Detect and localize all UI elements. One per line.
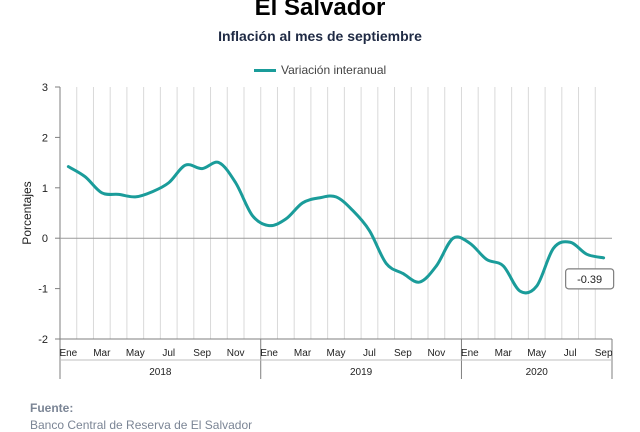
x-tick-label: Mar xyxy=(93,348,111,359)
line-chart: 3 2 1 0 -1 -2 Porcentajes Ene Mar May Jul Sep Nov Ene… xyxy=(20,82,615,379)
y-tick-label: 1 xyxy=(42,183,48,195)
chart-title: El Salvador xyxy=(254,0,386,21)
source-title: Fuente: xyxy=(30,401,74,415)
x-tick-label: Jul xyxy=(363,348,376,359)
series-line xyxy=(66,160,606,295)
annotation-label: -0.39 xyxy=(577,274,602,286)
x-tick-label: Sep xyxy=(394,348,412,359)
x-tick-label: Mar xyxy=(495,348,513,359)
annotation-box xyxy=(565,268,615,290)
x-tick-label: Ene xyxy=(59,348,77,359)
y-tick-label: -1 xyxy=(38,284,48,296)
x-tick-label: Ene xyxy=(461,348,479,359)
x-tick-label: Nov xyxy=(427,348,445,359)
year-label: 2018 xyxy=(149,367,172,378)
x-tick-label: Jul xyxy=(162,348,175,359)
x-tick-label: Sep xyxy=(595,348,613,359)
y-tick-label: -2 xyxy=(38,334,48,346)
legend-label: Variación interanual xyxy=(281,63,387,77)
x-tick-label: Jul xyxy=(564,348,577,359)
chart-subtitle: Inflación al mes de septiembre xyxy=(218,28,422,44)
x-tick-label: May xyxy=(327,348,346,359)
year-label: 2019 xyxy=(350,367,373,378)
legend-swatch xyxy=(254,68,276,72)
chart-legend: Variación interanual xyxy=(254,61,386,79)
source-text: Banco Central de Reserva de El Salvador xyxy=(30,418,253,432)
x-tick-label: May xyxy=(126,348,145,359)
y-axis-label: Porcentajes xyxy=(20,181,34,244)
year-label: 2020 xyxy=(526,367,549,378)
y-tick-label: 0 xyxy=(42,233,48,245)
x-tick-label: May xyxy=(527,348,546,359)
y-tick-label: 2 xyxy=(42,132,48,144)
x-tick-label: Mar xyxy=(294,348,312,359)
x-tick-label: Sep xyxy=(193,348,211,359)
y-tick-label: 3 xyxy=(42,82,48,94)
x-tick-label: Nov xyxy=(227,348,245,359)
x-tick-label: Ene xyxy=(260,348,278,359)
